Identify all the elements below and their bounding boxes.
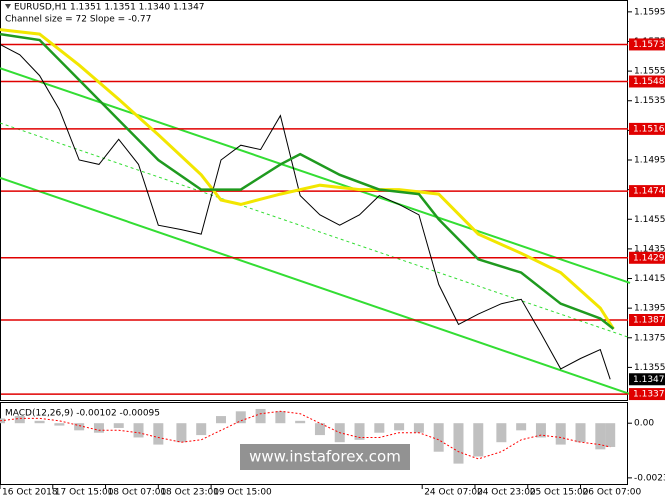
y-tick-label: 1.1355 <box>634 363 665 373</box>
macd-bar <box>113 423 124 428</box>
macd-bar <box>394 423 405 431</box>
x-tick-label: 16 Oct 2018 <box>2 488 58 498</box>
y-tick-label: 1.1595 <box>634 7 665 17</box>
level-label: 1.1337 <box>633 390 665 400</box>
macd-bar <box>14 416 25 424</box>
macd-bar <box>255 408 266 424</box>
macd-bar <box>453 423 464 464</box>
y-tick-label: 1.1495 <box>634 156 665 166</box>
level-label: 1.1548 <box>633 77 665 87</box>
watermark: www.instaforex.com <box>249 448 401 466</box>
macd-bar <box>215 416 226 424</box>
x-tick-label: 24 Oct 07:00 <box>424 488 483 498</box>
macd-bar <box>433 423 444 452</box>
macd-y-tick-label: -0.0023 <box>634 473 665 483</box>
y-tick-label: 1.1535 <box>634 96 665 106</box>
macd-title: MACD(12,26,9) -0.00102 -0.00095 <box>5 409 160 419</box>
macd-bar <box>535 423 546 438</box>
level-label-box <box>629 122 665 135</box>
macd-bar <box>314 423 325 436</box>
macd-bar <box>496 423 507 443</box>
macd-bar <box>74 423 85 431</box>
macd-bar <box>516 423 527 431</box>
level-label-box <box>629 314 665 326</box>
macd-signal <box>0 410 611 460</box>
macd-bar <box>354 423 365 440</box>
last-price-box <box>629 373 665 386</box>
x-tick-label: 18 Oct 23:00 <box>160 488 219 498</box>
macd-frame <box>0 402 628 485</box>
title-icon <box>5 4 11 9</box>
macd-bar <box>54 423 65 426</box>
macd-bar <box>0 418 5 424</box>
last-price-label: 1.1347 <box>633 375 665 385</box>
price-line <box>0 28 615 330</box>
x-tick-label: 25 Oct 15:00 <box>530 488 589 498</box>
macd-bar <box>555 423 566 445</box>
macd-bar <box>153 423 164 445</box>
y-tick-label: 1.1375 <box>634 333 665 343</box>
macd-bar <box>176 423 187 443</box>
level-label-box <box>629 251 665 264</box>
macd-y-tick-label: 0.00 <box>634 419 654 429</box>
y-tick-label: 1.1415 <box>634 274 665 284</box>
x-tick-label: 19 Oct 15:00 <box>213 488 272 498</box>
main-frame <box>0 0 628 401</box>
macd-bar <box>605 423 616 447</box>
channel-line <box>0 176 631 396</box>
price-line <box>0 43 611 380</box>
channel-line <box>0 122 631 339</box>
level-label-box <box>629 38 665 51</box>
macd-bar <box>235 411 246 424</box>
macd-bar <box>34 420 45 424</box>
level-label: 1.1429 <box>633 253 665 263</box>
macd-bar <box>93 423 104 433</box>
level-label-box <box>629 185 665 198</box>
macd-bar <box>133 423 144 438</box>
macd-bar <box>275 411 286 424</box>
level-label-box <box>629 388 665 401</box>
macd-bar <box>473 423 484 457</box>
watermark-box <box>240 444 410 470</box>
y-tick-label: 1.1435 <box>634 244 665 254</box>
macd-bar <box>295 420 306 424</box>
x-tick-label: 17 Oct 15:00 <box>55 488 114 498</box>
y-tick-label: 1.1555 <box>634 67 665 77</box>
y-tick-label: 1.1455 <box>634 215 665 225</box>
macd-bar <box>196 423 207 436</box>
macd-bar <box>413 423 424 433</box>
price-line <box>0 32 615 330</box>
level-label: 1.1387 <box>633 316 665 326</box>
level-label: 1.1474 <box>633 187 665 197</box>
level-label: 1.1573 <box>633 40 665 50</box>
macd-bar <box>595 423 606 450</box>
chart-subtitle: Channel size = 72 Slope = -0.77 <box>5 15 151 25</box>
x-tick-label: 24 Oct 23:00 <box>477 488 536 498</box>
level-label-box <box>629 75 665 88</box>
channel-line <box>0 67 631 284</box>
y-tick-label: 1.1395 <box>634 304 665 314</box>
macd-bar <box>575 423 586 443</box>
x-tick-label: 26 Oct 07:00 <box>583 488 642 498</box>
macd-bar <box>374 423 385 433</box>
x-tick-label: 18 Oct 07:00 <box>108 488 167 498</box>
chart-title: EURUSD,H1 1.1351 1.1351 1.1340 1.1347 <box>14 3 205 13</box>
level-label: 1.1516 <box>633 124 665 134</box>
